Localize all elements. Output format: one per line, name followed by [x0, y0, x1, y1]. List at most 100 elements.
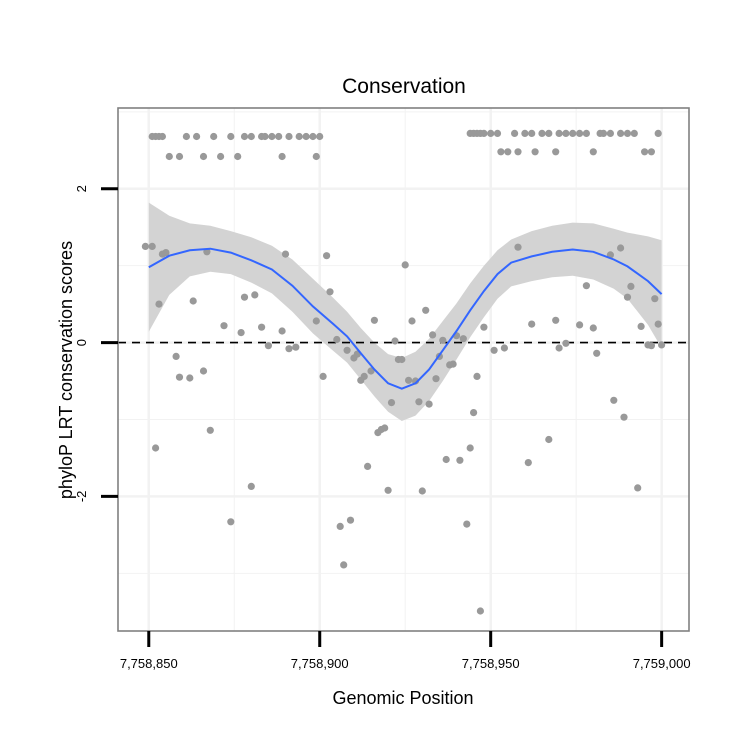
- data-point: [569, 129, 577, 137]
- x-tick-label: 7,758,850: [120, 656, 178, 671]
- data-point: [562, 129, 570, 137]
- grid-lines: [118, 108, 689, 631]
- data-point: [364, 462, 372, 470]
- data-point: [415, 398, 423, 406]
- data-point: [442, 455, 450, 464]
- data-point: [237, 329, 245, 337]
- data-point: [175, 373, 184, 381]
- data-point: [641, 148, 649, 156]
- data-point: [500, 344, 508, 352]
- data-point: [398, 355, 406, 364]
- data-point: [459, 335, 467, 343]
- data-point: [589, 148, 597, 156]
- smooth-trend-line: [148, 247, 663, 390]
- data-point: [285, 132, 293, 141]
- data-point: [487, 129, 495, 137]
- data-point: [654, 129, 662, 137]
- data-point: [343, 346, 351, 354]
- data-point: [278, 152, 286, 161]
- data-point: [473, 372, 481, 380]
- data-point: [504, 148, 512, 156]
- data-point: [247, 482, 255, 490]
- data-point: [463, 520, 471, 528]
- data-point: [141, 242, 149, 250]
- data-point: [654, 320, 662, 328]
- data-point: [251, 291, 259, 299]
- data-point: [227, 518, 235, 526]
- data-point: [576, 129, 584, 137]
- data-point: [391, 337, 399, 345]
- data-point: [258, 323, 266, 331]
- x-axis-title: Genomic Position: [332, 688, 473, 708]
- data-point: [514, 148, 522, 156]
- data-point: [326, 288, 334, 296]
- data-point: [336, 522, 344, 531]
- data-point: [206, 426, 214, 434]
- data-point: [278, 327, 286, 335]
- data-point: [538, 129, 546, 137]
- data-point: [186, 374, 194, 382]
- data-point: [333, 335, 341, 344]
- data-point: [658, 341, 666, 349]
- data-point: [199, 367, 208, 375]
- x-tick-label: 7,759,000: [633, 656, 691, 671]
- data-point: [405, 376, 413, 384]
- data-point: [189, 297, 197, 305]
- data-point: [606, 129, 615, 137]
- data-point: [264, 342, 272, 350]
- data-point: [620, 413, 628, 421]
- data-point: [247, 132, 255, 141]
- data-point: [384, 486, 392, 494]
- data-point: [217, 152, 225, 161]
- data-point: [285, 345, 293, 353]
- data-point: [220, 322, 228, 330]
- data-point: [449, 360, 457, 368]
- data-point: [647, 148, 656, 156]
- data-point: [514, 243, 522, 251]
- panel-border: [117, 107, 690, 632]
- data-point: [627, 282, 635, 290]
- data-point: [360, 372, 368, 380]
- data-point: [182, 132, 190, 141]
- data-point: [593, 349, 601, 357]
- data-point: [439, 336, 447, 344]
- data-point: [470, 409, 478, 417]
- data-point: [275, 132, 283, 141]
- data-point: [418, 487, 426, 495]
- data-point: [562, 339, 570, 347]
- data-points: [141, 129, 666, 615]
- data-point: [210, 132, 218, 141]
- data-point: [408, 317, 416, 325]
- data-point: [552, 316, 560, 324]
- data-point: [323, 252, 331, 260]
- data-point: [312, 317, 320, 325]
- data-point: [234, 152, 242, 161]
- data-point: [319, 372, 327, 380]
- data-point: [240, 132, 249, 141]
- data-point: [158, 132, 166, 141]
- data-point: [292, 343, 300, 351]
- data-point: [425, 400, 433, 408]
- data-point: [429, 331, 437, 339]
- data-point: [281, 250, 290, 258]
- data-point: [295, 132, 303, 141]
- data-point: [545, 435, 553, 444]
- data-point: [172, 352, 180, 360]
- data-point: [490, 346, 498, 354]
- data-point: [630, 129, 638, 137]
- data-point: [480, 323, 488, 331]
- data-point: [148, 242, 156, 250]
- data-point: [531, 148, 539, 156]
- data-point: [316, 132, 324, 141]
- data-point: [466, 444, 474, 452]
- data-point: [637, 322, 645, 330]
- y-axis-title: phyloP LRT conservation scores: [56, 241, 76, 499]
- data-point: [521, 129, 529, 137]
- data-point: [268, 132, 276, 141]
- chart-title: Conservation: [342, 75, 466, 98]
- data-point: [165, 152, 173, 161]
- data-point: [162, 249, 170, 257]
- y-axis-ticks: -2 0 2: [74, 185, 118, 502]
- data-point: [261, 132, 269, 141]
